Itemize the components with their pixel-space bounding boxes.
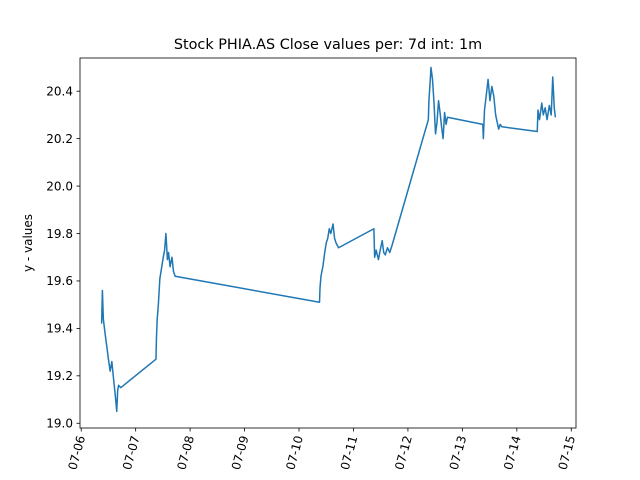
x-tick-label: 07-07 — [120, 434, 143, 471]
y-tick-label: 20.2 — [46, 132, 73, 146]
y-axis-title: y - values — [21, 214, 35, 272]
y-tick-label: 19.2 — [46, 369, 73, 383]
y-tick-label: 19.6 — [46, 274, 73, 288]
x-tick-label: 07-12 — [392, 434, 415, 471]
y-tick-label: 19.0 — [46, 417, 73, 431]
x-tick-label: 07-11 — [338, 434, 361, 471]
plot-frame — [79, 57, 577, 429]
x-tick-label: 07-14 — [501, 434, 524, 471]
x-tick-label: 07-09 — [229, 434, 252, 471]
y-tick-label: 20.4 — [46, 85, 73, 99]
y-tick-label: 20.0 — [46, 179, 73, 193]
x-tick-label: 07-15 — [556, 434, 579, 471]
x-tick-label: 07-08 — [174, 434, 197, 471]
y-axis: 19.0 19.2 19.4 19.6 19.8 20.0 20.2 20.4 — [46, 85, 80, 431]
y-tick-label: 19.8 — [46, 227, 73, 241]
data-layer — [100, 66, 557, 413]
y-tick-label: 19.4 — [46, 322, 73, 336]
x-tick-label: 07-13 — [447, 434, 470, 471]
x-tick-label: 07-10 — [283, 434, 306, 471]
x-tick-label: 07-06 — [66, 434, 89, 471]
series-line-0 — [100, 66, 557, 413]
chart-title: Stock PHIA.AS Close values per: 7d int: … — [174, 37, 482, 53]
x-axis: 07-06 07-07 07-08 07-09 07-10 07-11 07-12 07-13… — [66, 428, 579, 471]
